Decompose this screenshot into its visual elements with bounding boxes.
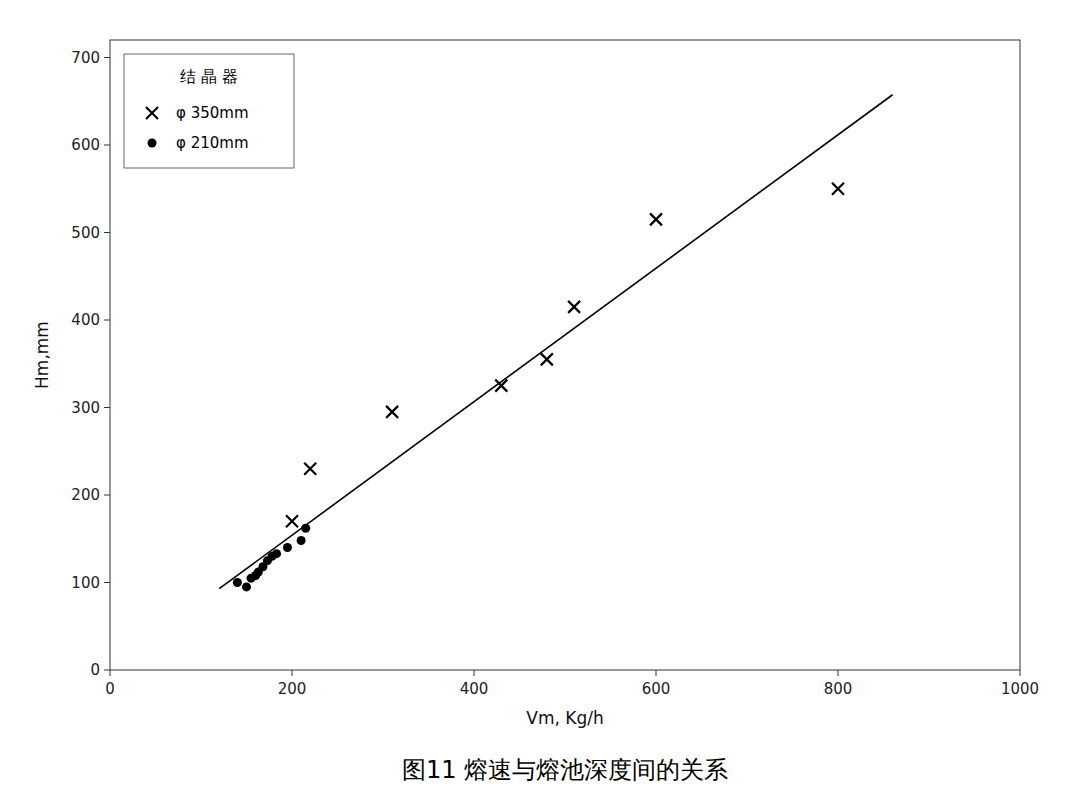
y-axis-label: Hm,mm — [32, 321, 52, 389]
y-tick — [104, 582, 110, 583]
point — [283, 543, 292, 552]
x-tick-label: 0 — [105, 680, 115, 698]
chart-title: 图11 熔速与熔池深度间的关系 — [402, 756, 728, 784]
fit-line — [219, 95, 892, 589]
point — [233, 578, 242, 587]
x-axis-label: Vm, Kg/h — [526, 708, 603, 728]
point — [286, 515, 298, 527]
plot-frame — [110, 40, 1020, 670]
y-tick — [104, 57, 110, 58]
y-tick — [104, 407, 110, 408]
x-tick — [838, 670, 839, 676]
y-tick-label: 600 — [71, 136, 100, 154]
legend-label: φ 210mm — [176, 134, 249, 152]
y-tick-label: 500 — [71, 224, 100, 242]
point — [832, 183, 844, 195]
point — [568, 301, 580, 313]
x-tick — [110, 670, 111, 676]
y-tick — [104, 145, 110, 146]
y-tick-label: 100 — [71, 574, 100, 592]
y-tick-label: 200 — [71, 486, 100, 504]
point — [386, 406, 398, 418]
point — [272, 549, 281, 558]
y-tick — [104, 495, 110, 496]
point — [304, 463, 316, 475]
x-tick — [474, 670, 475, 676]
x-tick-label: 800 — [824, 680, 853, 698]
legend-box — [124, 54, 294, 168]
y-tick-label: 700 — [71, 49, 100, 67]
y-tick-label: 0 — [90, 661, 100, 679]
axes: 0 200 400 600 800 1000 0 100 200 300 400 500 600 700 — [71, 49, 1039, 699]
x-tick — [1020, 670, 1021, 676]
point — [541, 353, 553, 365]
point — [650, 213, 662, 225]
x-tick-label: 400 — [460, 680, 489, 698]
x-tick-label: 600 — [642, 680, 671, 698]
y-tick — [104, 232, 110, 233]
x-tick-label: 200 — [278, 680, 307, 698]
point — [242, 582, 251, 591]
y-tick — [104, 670, 110, 671]
legend-title: 结 晶 器 — [180, 67, 238, 86]
x-tick — [656, 670, 657, 676]
y-tick — [104, 320, 110, 321]
point — [297, 536, 306, 545]
x-tick-label: 1000 — [1001, 680, 1039, 698]
point — [301, 524, 310, 533]
legend-symbol — [146, 107, 158, 119]
plot-data — [219, 95, 892, 592]
legend-symbol — [148, 139, 157, 148]
x-tick — [292, 670, 293, 676]
y-tick-label: 400 — [71, 311, 100, 329]
point — [495, 380, 507, 392]
legend-label: φ 350mm — [176, 104, 249, 122]
legend: 结 晶 器 φ 350mm φ 210mm — [124, 54, 294, 168]
y-tick-label: 300 — [71, 399, 100, 417]
chart: 0 200 400 600 800 1000 0 100 200 300 400 500 600 700 V… — [0, 0, 1066, 800]
